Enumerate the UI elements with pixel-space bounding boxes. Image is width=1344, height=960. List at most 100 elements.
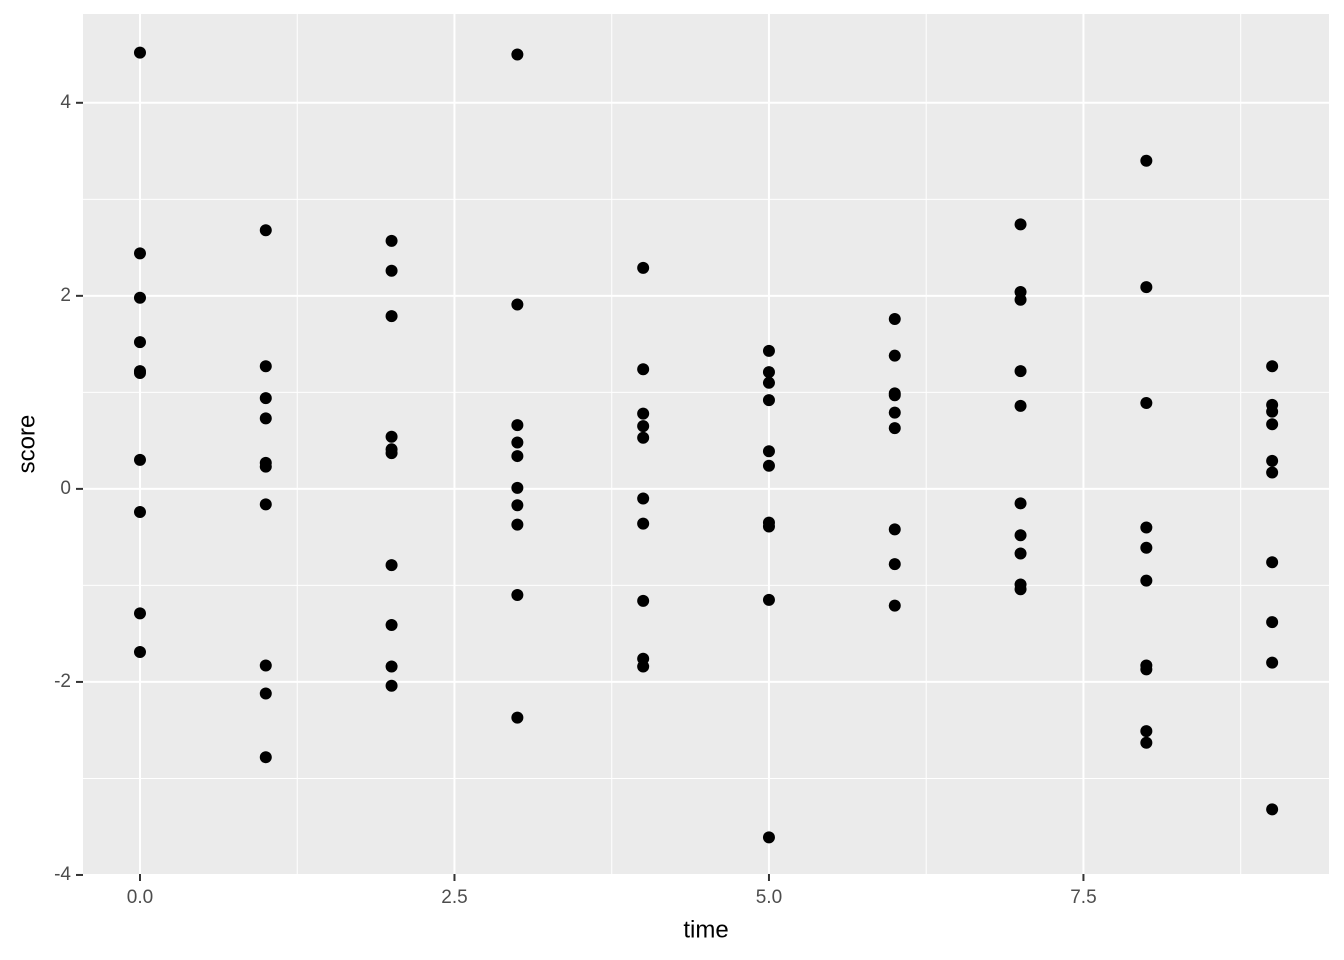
point — [1014, 547, 1027, 560]
x-tick-label: 7.5 — [1070, 887, 1096, 908]
point — [762, 376, 775, 389]
point — [1140, 725, 1153, 738]
point — [1014, 365, 1027, 378]
point — [511, 450, 524, 463]
point — [1140, 574, 1153, 587]
point — [1014, 529, 1027, 542]
point — [511, 298, 524, 311]
point — [888, 406, 901, 419]
point — [133, 247, 146, 260]
point — [385, 559, 398, 572]
point — [637, 431, 650, 444]
point — [511, 518, 524, 531]
point — [1140, 396, 1153, 409]
point — [1140, 521, 1153, 534]
point — [637, 363, 650, 376]
point — [385, 234, 398, 247]
point — [259, 224, 272, 237]
point — [511, 499, 524, 512]
point — [511, 711, 524, 724]
point — [1266, 656, 1279, 669]
point — [888, 599, 901, 612]
point — [259, 460, 272, 473]
y-axis-title: score — [13, 415, 40, 474]
point — [762, 593, 775, 606]
point — [385, 430, 398, 443]
x-tick-label: 5.0 — [756, 887, 782, 908]
point — [385, 660, 398, 673]
point — [259, 392, 272, 405]
y-tick-label: 2 — [60, 285, 71, 306]
point — [1266, 556, 1279, 569]
point — [1266, 616, 1279, 629]
point — [259, 659, 272, 672]
point — [133, 506, 146, 519]
point — [762, 344, 775, 357]
point — [511, 48, 524, 61]
x-tick-label: 0.0 — [127, 887, 153, 908]
point — [888, 389, 901, 402]
point — [1266, 454, 1279, 467]
point — [637, 594, 650, 607]
point — [133, 46, 146, 59]
y-tick-label: -2 — [54, 671, 71, 692]
point — [637, 492, 650, 505]
point — [762, 520, 775, 533]
point — [1014, 218, 1027, 231]
y-tick-label: -4 — [54, 864, 71, 885]
x-axis-title: time — [683, 916, 728, 943]
panel — [83, 14, 1329, 874]
point — [385, 679, 398, 692]
point — [1266, 466, 1279, 479]
point — [133, 336, 146, 349]
point — [762, 831, 775, 844]
point — [259, 498, 272, 511]
point — [259, 751, 272, 764]
y-tick-label: 0 — [60, 478, 71, 499]
point — [1266, 418, 1279, 431]
point — [385, 618, 398, 631]
point — [385, 264, 398, 277]
point — [762, 394, 775, 407]
point — [1014, 583, 1027, 596]
point — [637, 407, 650, 420]
point — [133, 453, 146, 466]
point — [637, 517, 650, 530]
point — [888, 558, 901, 571]
point — [1140, 736, 1153, 749]
point — [385, 447, 398, 460]
point — [888, 422, 901, 435]
y-tick-label: 4 — [60, 92, 71, 113]
point — [259, 412, 272, 425]
point — [1014, 497, 1027, 510]
point — [511, 481, 524, 494]
point — [133, 646, 146, 659]
point — [511, 436, 524, 449]
point — [1266, 360, 1279, 373]
point — [259, 687, 272, 700]
point — [762, 366, 775, 379]
point — [133, 367, 146, 380]
point — [385, 310, 398, 323]
point — [762, 459, 775, 472]
point — [637, 420, 650, 433]
point — [888, 523, 901, 536]
point — [1014, 293, 1027, 306]
point — [762, 445, 775, 458]
point — [133, 291, 146, 304]
point — [637, 261, 650, 274]
point — [1140, 281, 1153, 294]
point — [1266, 405, 1279, 418]
point — [1140, 541, 1153, 554]
x-tick-label: 2.5 — [441, 887, 467, 908]
point — [1140, 663, 1153, 676]
grid — [83, 14, 1329, 876]
point — [511, 589, 524, 602]
point — [637, 660, 650, 673]
point — [133, 607, 146, 620]
point — [1266, 803, 1279, 816]
point — [511, 419, 524, 432]
point — [1140, 154, 1153, 167]
point — [888, 313, 901, 326]
